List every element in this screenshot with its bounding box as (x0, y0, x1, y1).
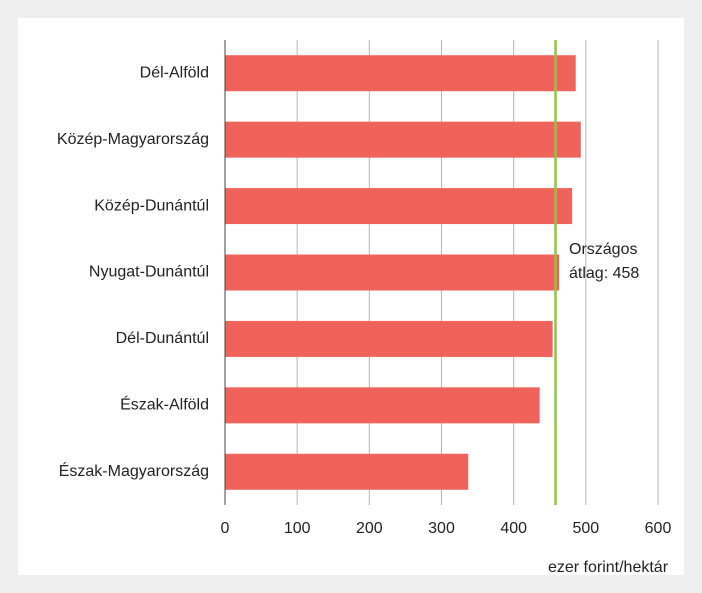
bar (225, 387, 540, 424)
x-tick-label: 500 (572, 520, 599, 537)
panel (18, 18, 684, 575)
bar (225, 254, 560, 291)
bar (225, 320, 553, 357)
bar (225, 188, 573, 225)
x-tick-label: 0 (221, 520, 230, 537)
y-tick-label: Nyugat-Dunántúl (89, 264, 209, 281)
reference-label: Országos (569, 241, 637, 258)
x-tick-label: 400 (500, 520, 527, 537)
y-tick-label: Észak-Alföld (120, 395, 209, 414)
x-tick-label: 200 (356, 520, 383, 537)
y-tick-label: Dél-Dunántúl (116, 330, 209, 347)
y-tick-label: Észak-Magyarország (59, 461, 209, 480)
bar (225, 55, 576, 92)
x-tick-label: 300 (428, 520, 455, 537)
x-axis-label: ezer forint/hektár (548, 559, 669, 576)
reference-label: átlag: 458 (569, 265, 639, 282)
bar (225, 121, 581, 158)
y-tick-label: Dél-Alföld (140, 64, 209, 81)
x-tick-label: 600 (645, 520, 672, 537)
y-tick-label: Közép-Dunántúl (94, 197, 209, 214)
y-tick-label: Közép-Magyarország (57, 131, 209, 148)
bar (225, 453, 469, 490)
x-tick-label: 100 (284, 520, 311, 537)
